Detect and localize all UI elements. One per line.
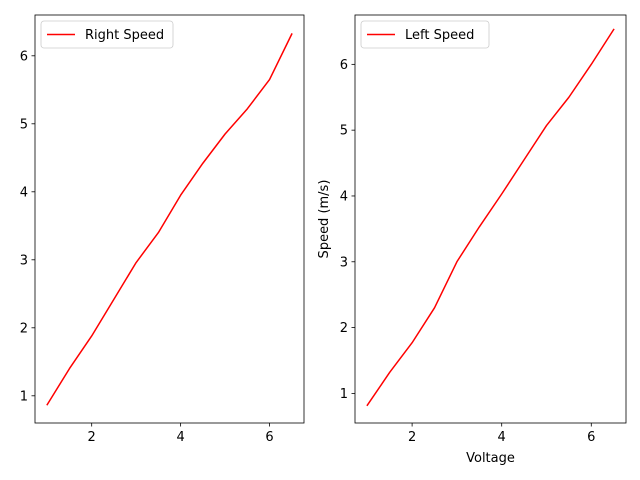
- legend-box: [40, 20, 174, 49]
- series-line-left-speed: [366, 28, 615, 407]
- legend-box: [360, 20, 490, 49]
- x-axis-label: Voltage: [466, 451, 515, 466]
- legend-label: Left Speed: [405, 28, 474, 43]
- y-axis-label: Speed (m/s): [317, 180, 332, 259]
- y-tick-label: 4: [340, 189, 348, 204]
- right-speed-chart: 2 4 6 1 2 3 4 5 6 Right Speed: [20, 14, 305, 445]
- y-tick-label: 1: [20, 389, 28, 404]
- x-tick-label: 6: [265, 430, 273, 445]
- y-tick-label: 6: [20, 49, 28, 64]
- x-tick-label: 4: [176, 430, 184, 445]
- x-tick-label: 2: [408, 430, 416, 445]
- y-tick-label: 5: [20, 117, 28, 132]
- plot-frame: [354, 14, 627, 424]
- y-tick-label: 4: [20, 185, 28, 200]
- y-tick-label: 2: [20, 321, 28, 336]
- y-tick-label: 3: [20, 253, 28, 268]
- x-tick-label: 2: [88, 430, 96, 445]
- series-line-right-speed: [46, 33, 293, 406]
- y-tick-label: 6: [340, 58, 348, 73]
- x-tick-label: 4: [498, 430, 506, 445]
- x-tick-label: 6: [587, 430, 595, 445]
- plot-frame: [34, 14, 305, 424]
- y-tick-label: 3: [340, 255, 348, 270]
- left-speed-chart: 2 4 6 1 2 3 4 5 6 Voltage Speed (m/s) Left Speed: [317, 14, 627, 466]
- y-tick-label: 1: [340, 387, 348, 402]
- y-tick-label: 5: [340, 124, 348, 139]
- y-tick-label: 2: [340, 321, 348, 336]
- legend-label: Right Speed: [85, 28, 164, 43]
